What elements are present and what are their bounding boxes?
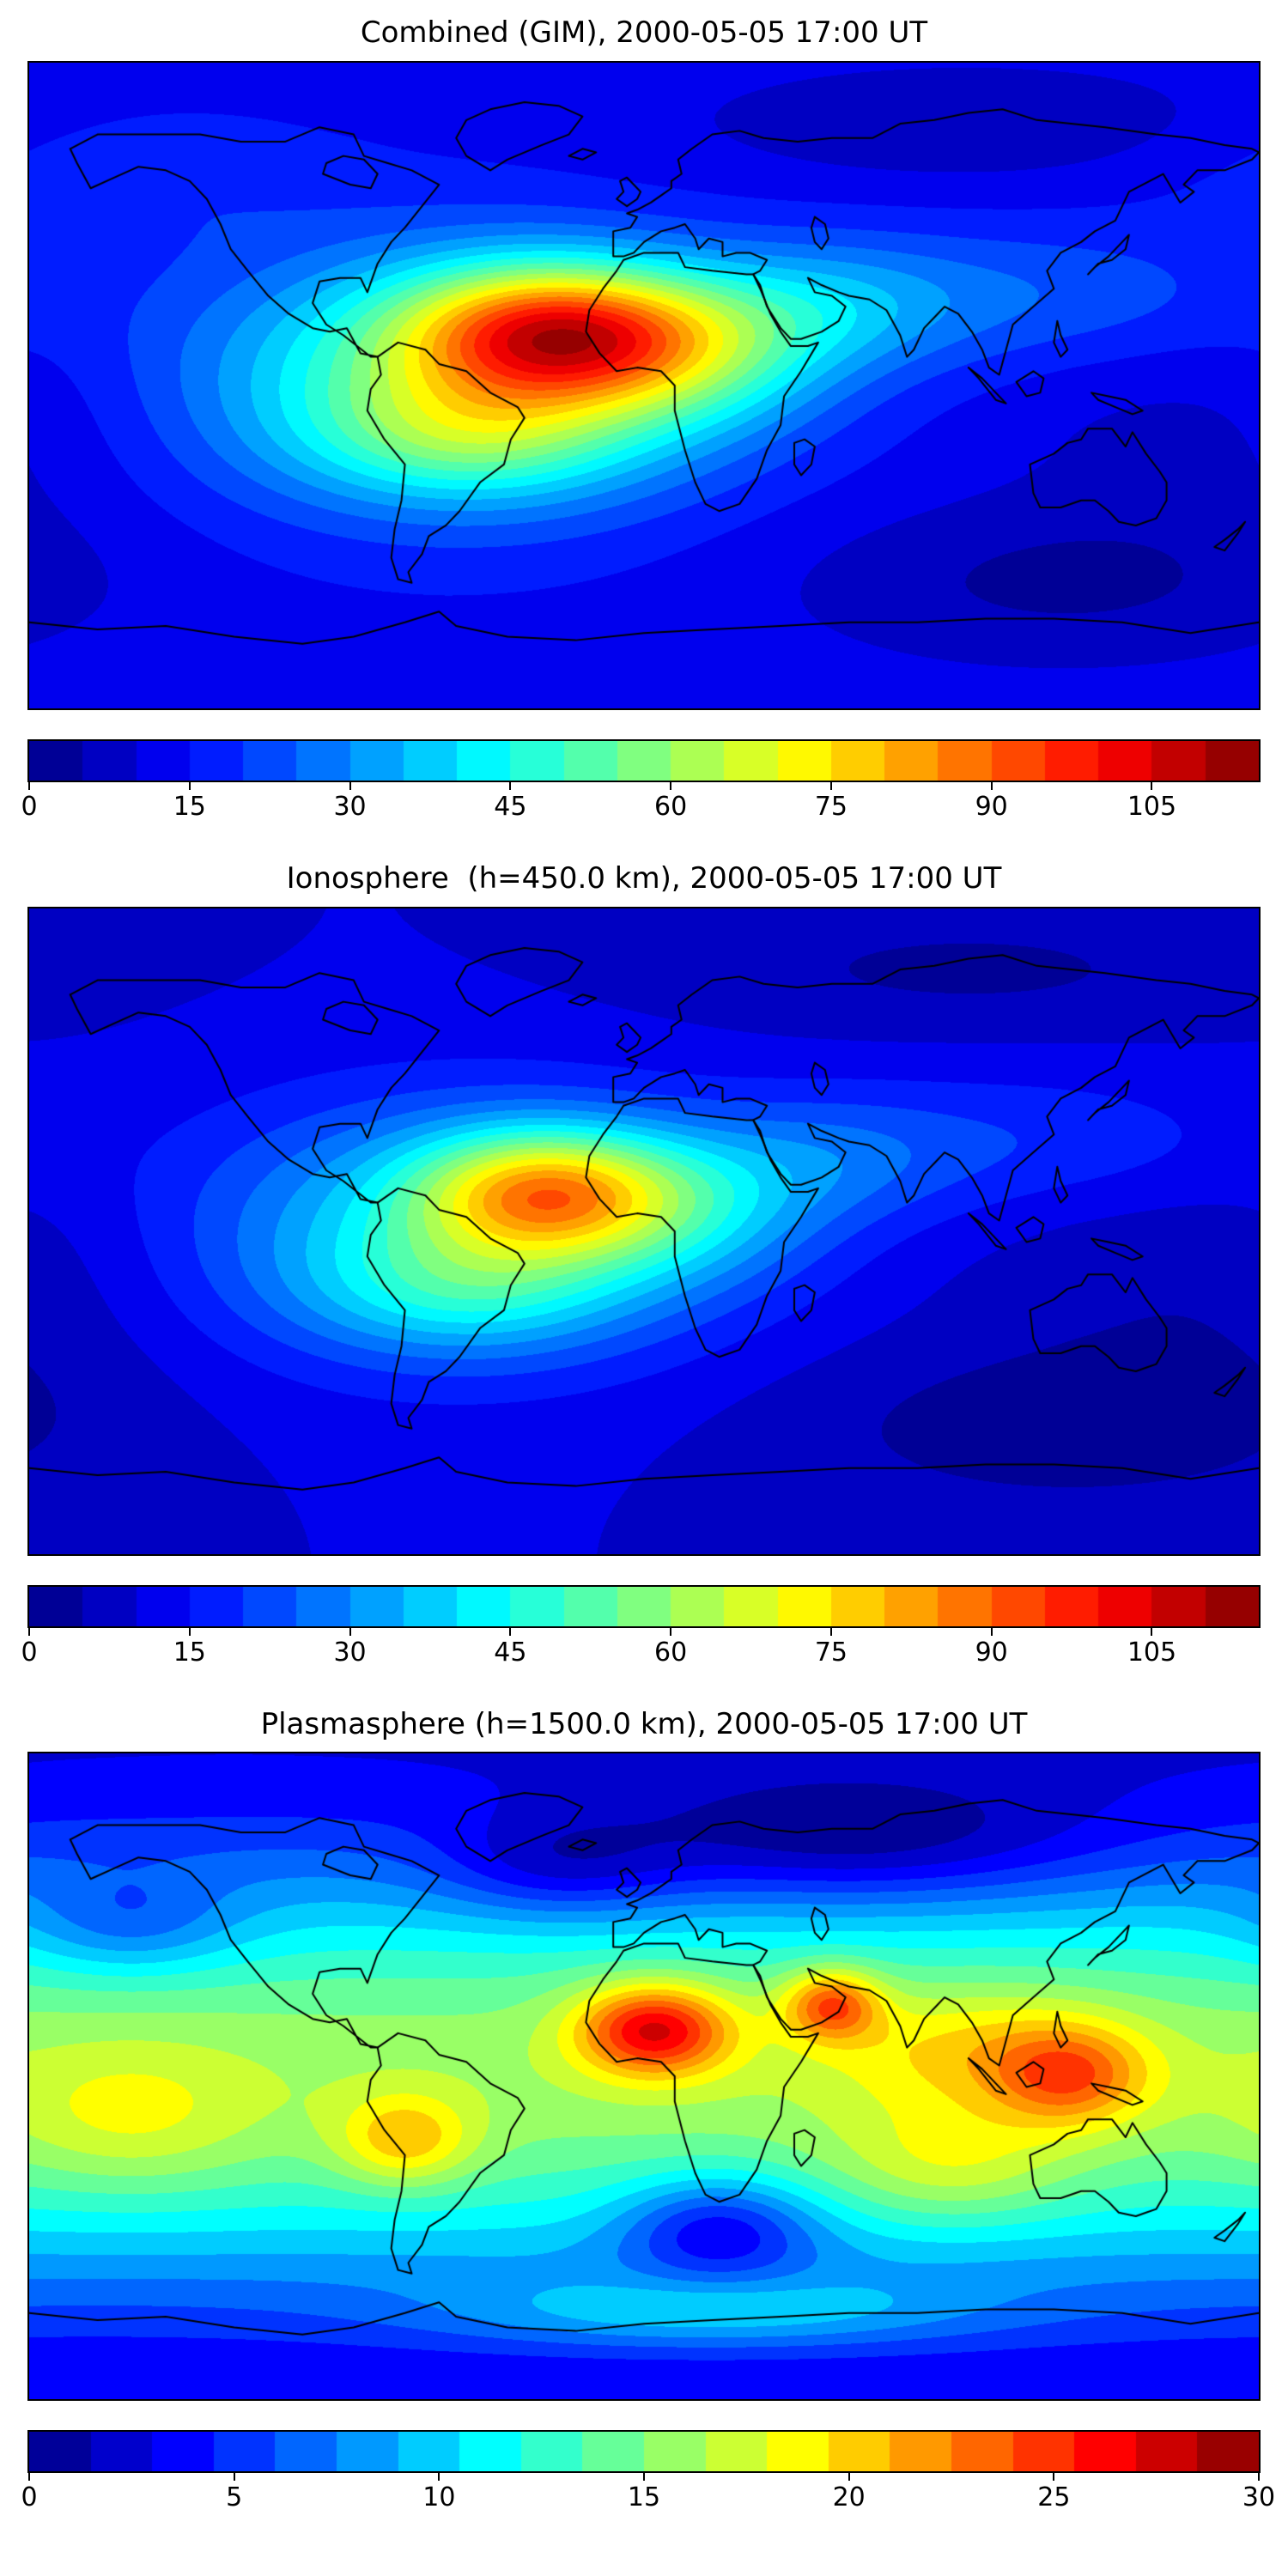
colorbar-tick-mark	[438, 2473, 440, 2482]
colorbar-tick-mark	[643, 2473, 645, 2482]
colorbar-tick-label: 45	[494, 1637, 527, 1668]
colorbar-tick-label: 0	[21, 2482, 38, 2513]
colorbar-tick-label: 30	[333, 1637, 367, 1668]
colorbar-canvas-ionosphere	[29, 1586, 1259, 1626]
colorbar-tick-mark	[1053, 2473, 1055, 2482]
colorbar-tick-mark	[349, 781, 351, 790]
colorbar-tick-label: 15	[173, 1637, 206, 1668]
colorbar-tick-mark	[28, 781, 30, 790]
colorbar-tick-label: 15	[173, 791, 206, 822]
colorbar-ionosphere	[27, 1584, 1261, 1628]
colorbar-canvas-combined	[29, 740, 1259, 781]
colorbar-tick-mark	[28, 1627, 30, 1636]
colorbar-tick-label: 30	[333, 791, 367, 822]
colorbar-tick-label: 0	[21, 1637, 38, 1668]
colorbar-tick-label: 105	[1127, 791, 1177, 822]
map-ionosphere	[27, 906, 1261, 1556]
colorbar-tick-label: 90	[975, 791, 1008, 822]
colorbar-tick-mark	[1258, 2473, 1260, 2482]
colorbar-tick-mark	[188, 781, 191, 790]
panel-title-ionosphere: Ionosphere (h=450.0 km), 2000-05-05 17:0…	[286, 860, 1002, 896]
colorbar-tick-label: 15	[627, 2482, 661, 2513]
colorbar-tick-label: 0	[21, 791, 38, 822]
colorbar-tick-label: 5	[226, 2482, 243, 2513]
colorbar-tick-mark	[848, 2473, 850, 2482]
colorbar-combined	[27, 738, 1261, 782]
colorbar-ticks-ionosphere: 0 15 30 45 60 75 90 105	[21, 1627, 1259, 1671]
colorbar-tick-label: 75	[814, 791, 848, 822]
map-canvas-combined	[29, 62, 1259, 708]
colorbar-ticks-plasmasphere: 0 5 10 15 20 25 30	[21, 2473, 1275, 2516]
colorbar-tick-mark	[1151, 1627, 1153, 1636]
panel-title-combined: Combined (GIM), 2000-05-05 17:00 UT	[360, 15, 928, 50]
colorbar-canvas-plasmasphere	[29, 2432, 1259, 2472]
panel-plasmasphere: Plasmasphere (h=1500.0 km), 2000-05-05 1…	[21, 1695, 1275, 2517]
colorbar-tick-label: 25	[1037, 2482, 1071, 2513]
colorbar-tick-label: 75	[814, 1637, 848, 1668]
colorbar-tick-label: 60	[654, 791, 688, 822]
colorbar-ticks-combined: 0 15 30 45 60 75 90 105	[21, 781, 1259, 825]
panel-ionosphere: Ionosphere (h=450.0 km), 2000-05-05 17:0…	[21, 849, 1261, 1671]
colorbar-tick-mark	[188, 1627, 191, 1636]
colorbar-tick-mark	[990, 1627, 993, 1636]
colorbar-tick-mark	[990, 781, 993, 790]
panel-combined-gim: Combined (GIM), 2000-05-05 17:00 UT 0 15 3…	[21, 3, 1261, 825]
colorbar-tick-label: 60	[654, 1637, 688, 1668]
colorbar-tick-mark	[28, 2473, 30, 2482]
colorbar-tick-mark	[509, 1627, 512, 1636]
map-canvas-plasmasphere	[29, 1753, 1259, 2400]
map-plasmasphere	[27, 1752, 1261, 2402]
colorbar-tick-mark	[670, 781, 672, 790]
colorbar-tick-mark	[349, 1627, 351, 1636]
colorbar-tick-mark	[509, 781, 512, 790]
panel-title-plasmasphere: Plasmasphere (h=1500.0 km), 2000-05-05 1…	[260, 1706, 1028, 1741]
colorbar-tick-label: 30	[1242, 2482, 1276, 2513]
colorbar-tick-mark	[670, 1627, 672, 1636]
colorbar-tick-mark	[829, 1627, 832, 1636]
colorbar-tick-label: 90	[975, 1637, 1008, 1668]
map-combined	[27, 60, 1261, 710]
colorbar-tick-label: 105	[1127, 1637, 1177, 1668]
colorbar-tick-label: 20	[832, 2482, 866, 2513]
colorbar-tick-label: 10	[422, 2482, 456, 2513]
colorbar-tick-mark	[1151, 781, 1153, 790]
colorbar-tick-label: 45	[494, 791, 527, 822]
colorbar-tick-mark	[233, 2473, 235, 2482]
colorbar-tick-mark	[829, 781, 832, 790]
colorbar-plasmasphere	[27, 2430, 1261, 2474]
map-canvas-ionosphere	[29, 908, 1259, 1554]
